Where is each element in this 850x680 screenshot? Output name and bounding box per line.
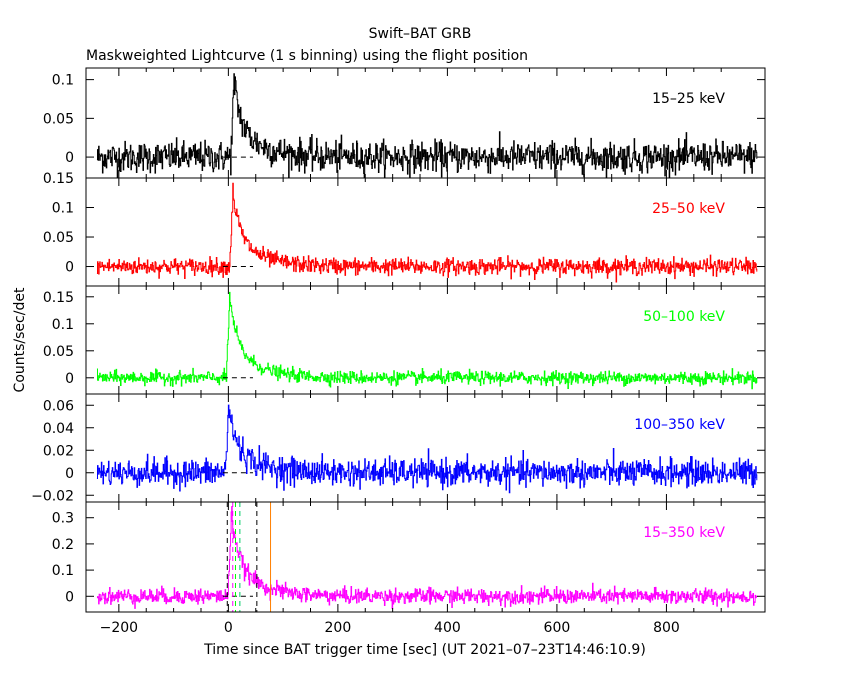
y-tick-label-3-3: 0.1 xyxy=(52,317,74,333)
x-tick-label-4: 400 xyxy=(434,620,461,636)
y-tick-label-5-2: 0.1 xyxy=(52,563,74,579)
band-label-4: 100–350 keV xyxy=(634,417,725,433)
y-tick-label-5-4: 0.3 xyxy=(52,511,74,527)
series-line-3 xyxy=(96,291,758,390)
x-tick-labels: −200 0 200 400 600 800 xyxy=(100,620,680,636)
y-tick-label-3-4: 0.15 xyxy=(43,290,74,306)
x-tick-label-1: −200 xyxy=(100,620,138,636)
chart-title: Swift–BAT GRB xyxy=(369,26,472,42)
x-tick-label-2: 0 xyxy=(224,620,233,636)
band-label-2: 25–50 keV xyxy=(652,201,725,217)
y-axis-label: Counts/sec/det xyxy=(12,287,28,392)
panel-2: 0 0.05 0.1 0.15 25–50 keV xyxy=(43,171,766,287)
x-tick-label-6: 800 xyxy=(653,620,680,636)
panel-frame-4 xyxy=(85,393,766,503)
series-line-4 xyxy=(96,404,758,494)
panel-1: 0 0.05 0.1 15–25 keV xyxy=(43,67,766,179)
y-tick-label-4-4: 0.04 xyxy=(43,421,74,437)
y-tick-label-3-2: 0.05 xyxy=(43,344,74,360)
y-tick-label-1-2: 0.05 xyxy=(43,111,74,127)
y-tick-label-1-1: 0 xyxy=(65,150,74,166)
y-tick-label-2-4: 0.15 xyxy=(43,171,74,187)
panel-4: −0.02 0 0.02 0.04 0.06 100–350 keV xyxy=(31,393,766,504)
chart-subtitle: Maskweighted Lightcurve (1 s binning) us… xyxy=(86,48,528,64)
y-tick-label-5-3: 0.2 xyxy=(52,537,74,553)
y-tick-label-2-2: 0.05 xyxy=(43,230,74,246)
y-tick-label-5-1: 0 xyxy=(65,589,74,605)
y-tick-label-3-1: 0 xyxy=(65,371,74,387)
x-axis-label: Time since BAT trigger time [sec] (UT 20… xyxy=(203,642,646,658)
x-tick-label-5: 600 xyxy=(544,620,571,636)
y-tick-label-2-1: 0 xyxy=(65,260,74,276)
series-line-2 xyxy=(96,182,758,283)
band-label-5: 15–350 keV xyxy=(643,525,725,541)
y-tick-label-4-2: 0 xyxy=(65,466,74,482)
series-line-5 xyxy=(96,506,758,609)
series-line-1 xyxy=(96,73,758,179)
panel-frame-2 xyxy=(85,177,766,287)
x-tick-label-3: 200 xyxy=(325,620,352,636)
y-tick-label-4-1: −0.02 xyxy=(31,488,74,504)
y-tick-label-1-3: 0.1 xyxy=(52,73,74,89)
panel-5: 0 0.1 0.2 0.3 15–350 keV xyxy=(52,501,766,613)
panel-3: 0 0.05 0.1 0.15 50–100 keV xyxy=(43,285,766,395)
band-label-3: 50–100 keV xyxy=(643,309,725,325)
panel-frame-5 xyxy=(85,501,766,613)
y-tick-label-2-3: 0.1 xyxy=(52,201,74,217)
band-label-1: 15–25 keV xyxy=(652,91,725,107)
y-tick-label-4-3: 0.02 xyxy=(43,443,74,459)
y-tick-label-4-5: 0.06 xyxy=(43,398,74,414)
